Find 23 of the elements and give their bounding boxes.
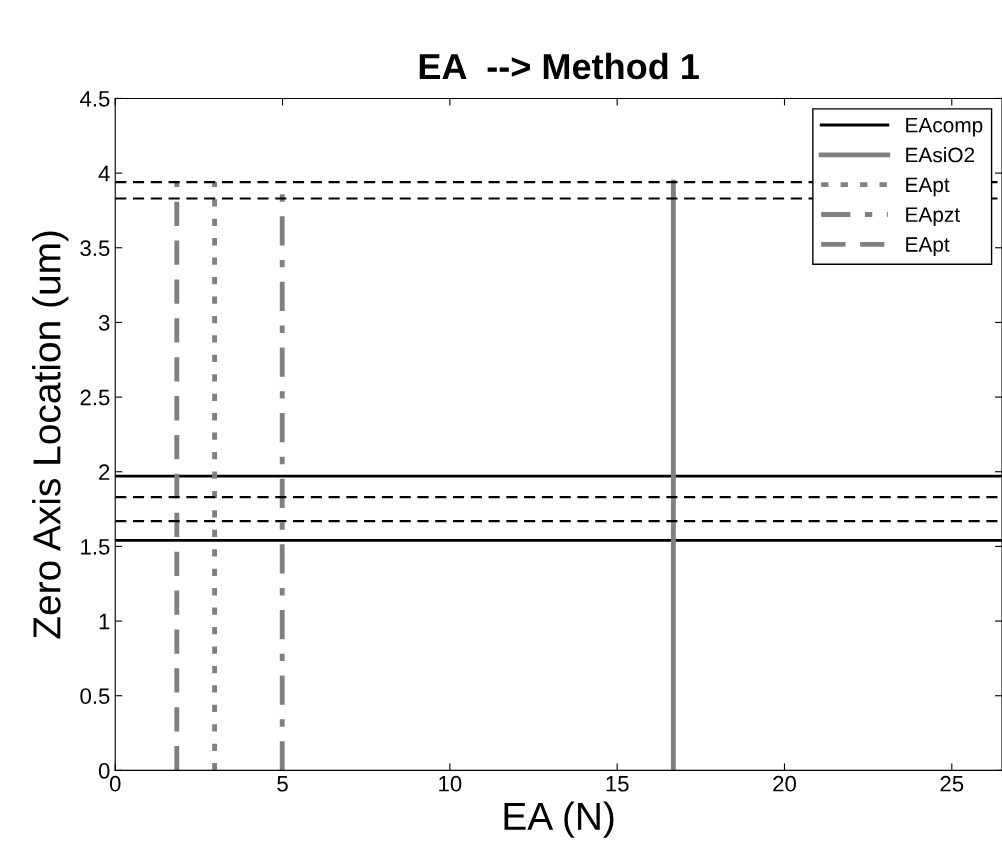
legend-label: EApt — [906, 237, 950, 256]
legend-label: EAsiO2 — [906, 147, 975, 163]
x-tick-label: 10 — [439, 775, 462, 792]
y-tick-label: 0.5 — [80, 688, 110, 705]
x-tick-label: 20 — [773, 775, 796, 792]
y-tick-label: 1 — [99, 613, 110, 630]
x-tick-label: 5 — [277, 776, 288, 792]
x-tick-label: 25 — [940, 775, 964, 792]
y-tick-label: 4 — [98, 165, 110, 182]
legend-label: EAcomp — [906, 117, 983, 137]
y-tick-label: 3.5 — [80, 240, 110, 257]
y-axis-title: Zero Axis Location (um) — [32, 231, 69, 639]
x-tick-label: 15 — [606, 776, 629, 792]
y-tick-label: 0 — [98, 762, 110, 779]
y-tick-label: 3 — [98, 314, 110, 331]
y-tick-label: 4.5 — [79, 91, 110, 107]
y-tick-label: 2.5 — [80, 389, 110, 406]
y-tick-label: 2 — [99, 464, 110, 480]
legend-label: EApt — [906, 177, 950, 197]
legend-label: EApzt — [906, 207, 960, 227]
y-tick-label: 1.5 — [81, 539, 110, 555]
x-axis-title: EA (N) — [504, 801, 614, 838]
chart-title: EA --> Method 1 — [419, 52, 699, 80]
